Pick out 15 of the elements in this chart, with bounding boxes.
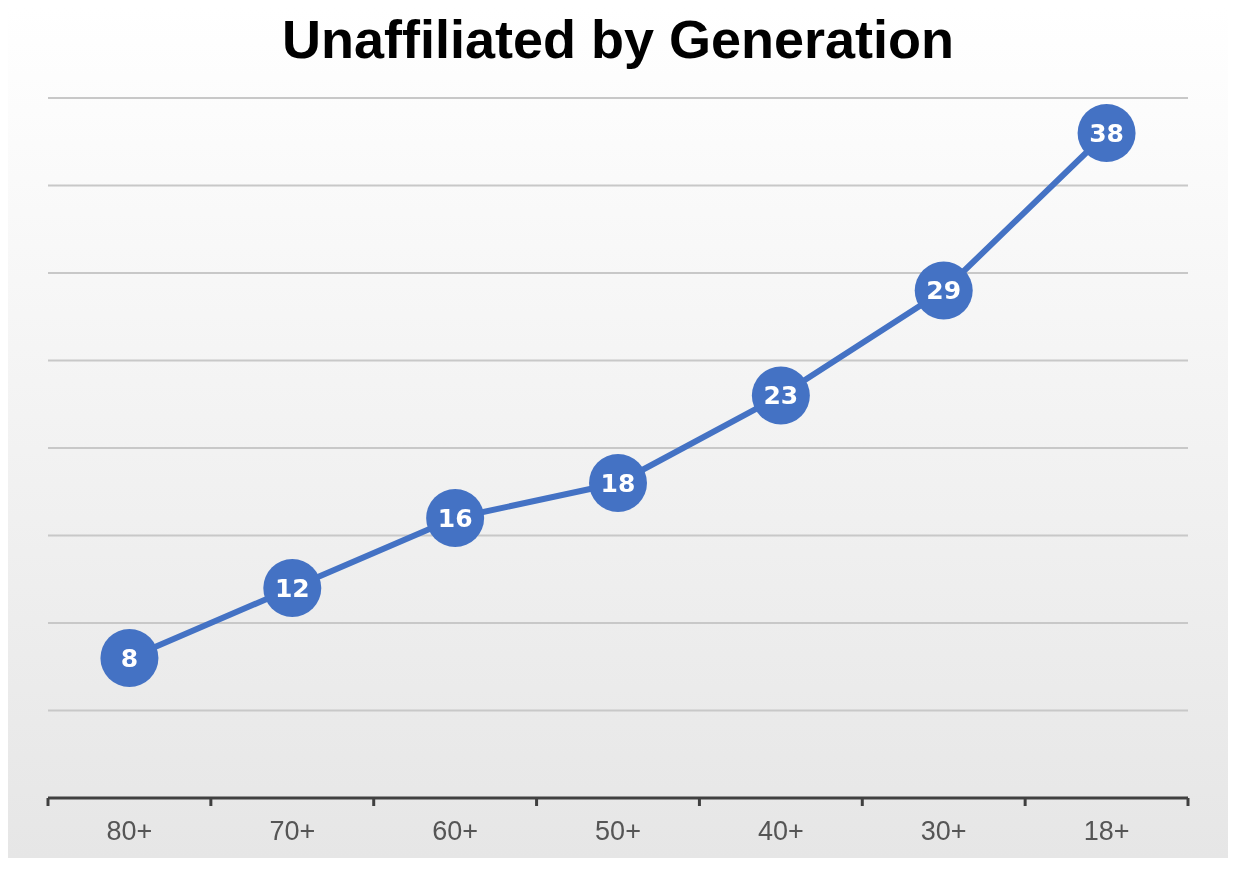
data-label: 12 [274,573,310,603]
x-tick-label: 40+ [757,816,804,846]
x-tick-label: 80+ [106,816,153,846]
x-tick-label: 30+ [920,816,967,846]
x-tick-label: 18+ [1083,816,1130,846]
data-label: 38 [1089,118,1124,148]
data-label: 8 [120,643,139,673]
data-label: 29 [926,276,962,306]
x-tick-label: 60+ [432,816,479,846]
data-label: 16 [437,503,473,533]
data-label: 23 [763,381,799,411]
chart-title: Unaffiliated by Generation [281,9,955,69]
data-label: 18 [600,468,636,498]
x-tick-label: 70+ [269,816,316,846]
x-tick-label: 50+ [595,816,641,846]
